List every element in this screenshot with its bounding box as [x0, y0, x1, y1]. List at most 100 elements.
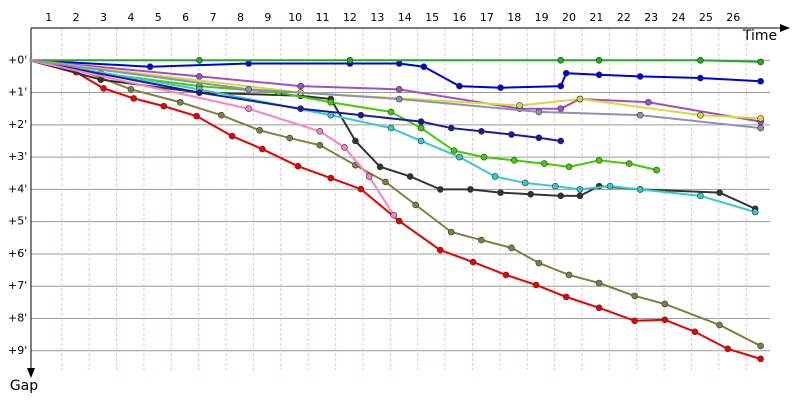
- data-point: [217, 111, 225, 119]
- data-point: [497, 84, 504, 92]
- data-point: [130, 95, 137, 102]
- data-point: [576, 192, 584, 200]
- data-point: [447, 124, 455, 132]
- data-point: [456, 82, 463, 90]
- data-point: [691, 328, 699, 336]
- data-point: [357, 185, 365, 193]
- data-point: [757, 115, 764, 122]
- x-tick-label: 11: [316, 11, 330, 24]
- data-point: [532, 281, 540, 289]
- data-point: [757, 58, 764, 66]
- y-tick-label: +7': [8, 279, 27, 292]
- data-point: [576, 186, 584, 193]
- x-tick-label: 12: [343, 11, 357, 24]
- x-tick-label: 17: [480, 11, 494, 24]
- x-tick-label: 14: [398, 11, 412, 24]
- data-point: [245, 60, 252, 67]
- data-point: [595, 71, 603, 79]
- x-tick-label: 3: [100, 11, 107, 24]
- data-point: [521, 179, 529, 187]
- data-point: [497, 189, 504, 196]
- data-point: [480, 153, 488, 161]
- data-point: [757, 355, 764, 363]
- data-point: [437, 246, 444, 254]
- data-point: [193, 112, 200, 120]
- series-line: [29, 59, 756, 213]
- data-point: [160, 102, 168, 110]
- data-point: [297, 82, 304, 90]
- x-tick-label: 19: [535, 11, 549, 24]
- data-point: [562, 69, 570, 77]
- x-tick-label: 18: [507, 11, 521, 24]
- x-tick-label: 4: [127, 11, 134, 24]
- data-point: [127, 86, 135, 93]
- y-tick-label: +4': [8, 182, 27, 195]
- data-point: [697, 56, 704, 64]
- y-tick-label: +0': [8, 53, 27, 66]
- data-point: [510, 157, 518, 164]
- data-point: [256, 127, 263, 134]
- x-tick-label: 13: [370, 11, 384, 24]
- data-point: [365, 173, 373, 180]
- data-point: [535, 108, 543, 116]
- data-point: [595, 56, 603, 64]
- data-point: [478, 127, 485, 135]
- series-line: [29, 59, 761, 120]
- data-point: [387, 108, 395, 116]
- data-point: [697, 111, 704, 119]
- x-tick-label: 26: [726, 11, 740, 24]
- y-tick-label: +2': [8, 118, 27, 131]
- data-point: [541, 160, 548, 167]
- data-point: [625, 160, 633, 167]
- data-point: [450, 147, 458, 154]
- data-point: [196, 89, 203, 96]
- data-point: [653, 166, 660, 174]
- y-axis-arrow: [27, 368, 35, 378]
- data-point: [636, 111, 644, 119]
- series-line: [29, 59, 561, 142]
- data-point: [557, 82, 565, 90]
- data-point: [716, 189, 723, 196]
- data-point: [395, 60, 403, 67]
- x-tick-label: 20: [562, 11, 576, 24]
- data-point: [390, 211, 398, 219]
- data-point: [565, 163, 573, 171]
- data-point: [327, 98, 335, 106]
- data-point: [469, 258, 477, 266]
- x-tick-label: 9: [264, 11, 271, 24]
- x-tick-label: 8: [237, 11, 244, 24]
- x-tick-label: 6: [182, 11, 189, 24]
- data-point: [636, 73, 644, 80]
- data-point: [437, 186, 444, 193]
- data-point: [606, 182, 614, 190]
- x-tick-label: 5: [155, 11, 162, 24]
- data-point: [97, 76, 105, 83]
- series-line: [29, 59, 761, 130]
- data-point: [631, 317, 638, 325]
- x-tick-label: 25: [699, 11, 713, 24]
- data-point: [346, 56, 354, 64]
- data-point: [100, 85, 107, 92]
- x-tick-label: 24: [671, 11, 685, 24]
- data-point: [527, 190, 534, 198]
- data-point: [196, 73, 203, 80]
- data-point: [417, 118, 425, 125]
- x-tick-label: 1: [45, 11, 52, 24]
- data-point: [535, 134, 543, 142]
- data-point: [395, 217, 403, 225]
- data-point: [412, 201, 419, 209]
- data-point: [595, 157, 603, 164]
- data-point: [508, 244, 515, 252]
- data-point: [456, 153, 463, 161]
- series-line: [29, 59, 395, 216]
- data-point: [757, 124, 764, 132]
- x-tick-label: 22: [617, 11, 631, 24]
- data-point: [757, 77, 764, 85]
- data-point: [757, 342, 764, 350]
- data-point: [294, 162, 302, 170]
- data-point: [196, 56, 203, 64]
- data-point: [352, 137, 359, 145]
- data-point: [557, 105, 565, 112]
- data-point: [228, 132, 236, 140]
